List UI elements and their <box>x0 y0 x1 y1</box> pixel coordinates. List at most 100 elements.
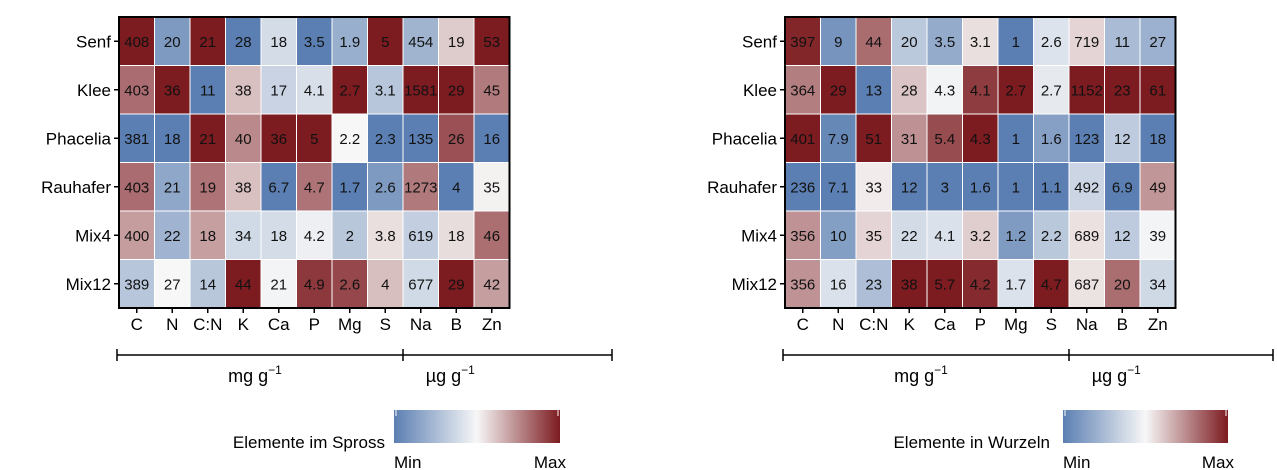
column-label: K <box>238 315 250 334</box>
cell-value-label: 49 <box>1149 179 1166 196</box>
cell-value-label: 12 <box>1114 228 1131 245</box>
column-label: C <box>797 315 809 334</box>
unit-label: µg g−1 <box>426 363 475 386</box>
column-label: B <box>451 315 462 334</box>
cell-value-label: 4.1 <box>304 82 325 99</box>
column-label: K <box>904 315 916 334</box>
cell-value-label: 4.3 <box>970 131 991 148</box>
row-label: Rauhafer <box>41 178 111 197</box>
heatmap-cell <box>331 113 368 163</box>
heatmap-cell <box>225 259 262 309</box>
heatmap-cell <box>1033 259 1070 309</box>
heatmap-cell <box>260 113 297 163</box>
cell-value-label: 10 <box>830 228 847 245</box>
heatmap-cell <box>296 259 333 309</box>
heatmap-cell <box>154 16 191 66</box>
unit-label: mg g−1 <box>228 363 282 386</box>
heatmap-cell <box>1068 113 1105 163</box>
heatmap-cell <box>367 65 404 115</box>
heatmap-cell <box>438 65 475 115</box>
cell-value-label: 4.9 <box>304 276 325 293</box>
cell-value-label: 2.6 <box>375 179 396 196</box>
column-label: P <box>309 315 320 334</box>
cell-value-label: 23 <box>1114 82 1131 99</box>
column-label: B <box>1117 315 1128 334</box>
cell-value-label: 364 <box>790 82 815 99</box>
heatmap-cell <box>926 162 963 212</box>
heatmap-cell <box>367 16 404 66</box>
cell-value-label: 12 <box>901 179 918 196</box>
cell-value-label: 6.9 <box>1112 179 1133 196</box>
column-label: Zn <box>1148 315 1168 334</box>
cell-value-label: 38 <box>901 276 918 293</box>
cell-value-label: 22 <box>901 228 918 245</box>
heatmap-cell <box>997 259 1034 309</box>
cell-value-label: 4 <box>452 179 460 196</box>
cell-value-label: 51 <box>865 131 882 148</box>
row-label: Phacelia <box>46 129 112 148</box>
heatmap-cell <box>997 65 1034 115</box>
cell-value-label: 123 <box>1074 131 1099 148</box>
heatmap-cell <box>855 162 892 212</box>
legend-max-label: Max <box>1202 453 1235 470</box>
cell-value-label: 1.6 <box>1041 131 1062 148</box>
cell-value-label: 619 <box>408 228 433 245</box>
heatmap-cell <box>225 162 262 212</box>
cell-value-label: 53 <box>483 34 500 51</box>
column-label: Mg <box>1004 315 1028 334</box>
heatmap-cell <box>331 210 368 260</box>
heatmap-cell <box>438 16 475 66</box>
cell-value-label: 1581 <box>404 82 437 99</box>
cell-value-label: 3 <box>941 179 949 196</box>
heatmap-cell <box>296 210 333 260</box>
cell-value-label: 27 <box>1149 34 1166 51</box>
heatmap-cell <box>784 259 821 309</box>
heatmap-cell <box>118 113 155 163</box>
cell-value-label: 1.6 <box>970 179 991 196</box>
column-label: Mg <box>338 315 362 334</box>
cell-value-label: 1.9 <box>339 34 360 51</box>
cell-value-label: 18 <box>199 228 216 245</box>
heatmap-cell <box>296 16 333 66</box>
heatmap-cell <box>962 210 999 260</box>
cell-value-label: 1273 <box>404 179 437 196</box>
unit-label-base: µg g <box>1092 366 1127 386</box>
cell-value-label: 4.7 <box>304 179 325 196</box>
cell-value-label: 21 <box>199 34 216 51</box>
cell-value-label: 18 <box>270 34 287 51</box>
cell-value-label: 27 <box>164 276 181 293</box>
heatmap-cell <box>402 210 439 260</box>
cell-value-label: 23 <box>865 276 882 293</box>
legend-min-label: Min <box>1063 453 1090 470</box>
column-label: Na <box>1076 315 1098 334</box>
cell-value-label: 3.8 <box>375 228 396 245</box>
cell-value-label: 44 <box>235 276 252 293</box>
heatmap-cell <box>891 259 928 309</box>
cell-value-label: 20 <box>164 34 181 51</box>
cell-value-label: 389 <box>124 276 149 293</box>
cell-value-label: 20 <box>901 34 918 51</box>
cell-value-label: 677 <box>408 276 433 293</box>
cell-value-label: 3.5 <box>304 34 325 51</box>
row-label: Mix4 <box>75 226 111 245</box>
heatmap-cell <box>189 65 226 115</box>
column-label: S <box>1046 315 1057 334</box>
cell-value-label: 18 <box>270 228 287 245</box>
heatmap-cell <box>855 259 892 309</box>
cell-value-label: 28 <box>235 34 252 51</box>
row-label: Klee <box>743 81 777 100</box>
cell-value-label: 689 <box>1074 228 1099 245</box>
heatmap-cell <box>1068 162 1105 212</box>
cell-value-label: 719 <box>1074 34 1099 51</box>
cell-value-label: 1.7 <box>339 179 360 196</box>
cell-value-label: 1.1 <box>1041 179 1062 196</box>
cell-value-label: 20 <box>1114 276 1131 293</box>
cell-value-label: 3.1 <box>375 82 396 99</box>
cell-value-label: 356 <box>790 228 815 245</box>
cell-value-label: 4.7 <box>1041 276 1062 293</box>
heatmap-cell <box>402 259 439 309</box>
cell-value-label: 14 <box>199 276 216 293</box>
cell-value-label: 4.2 <box>970 276 991 293</box>
column-label: Na <box>410 315 432 334</box>
